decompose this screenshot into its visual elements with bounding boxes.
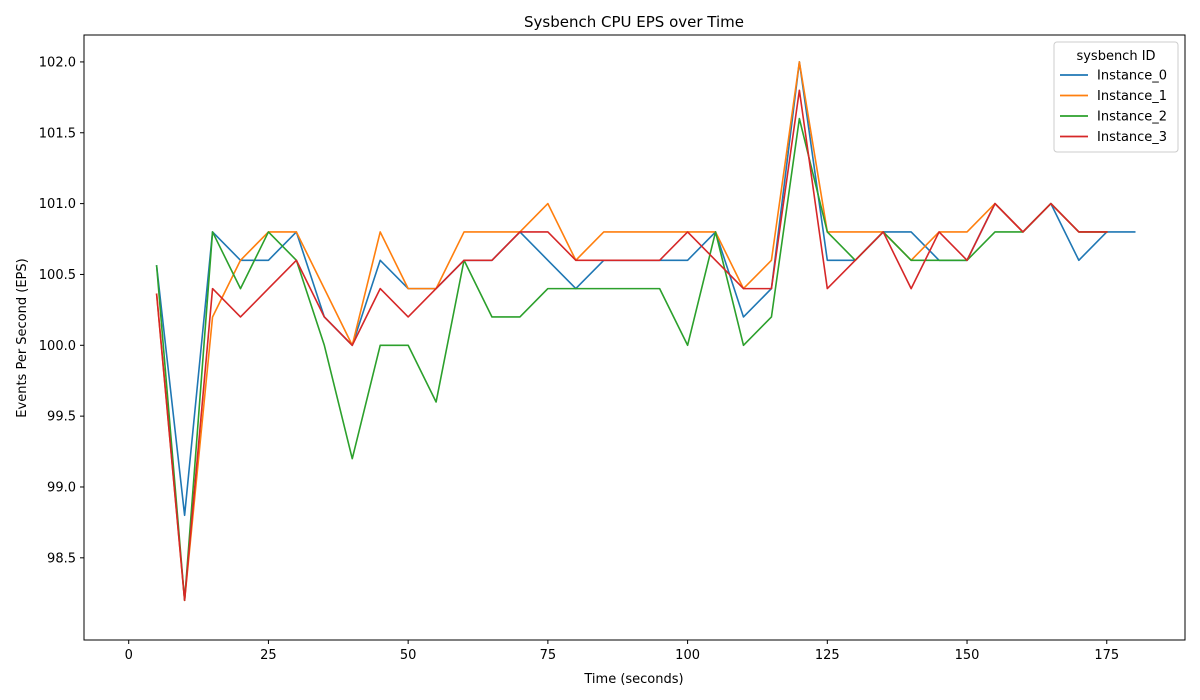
x-tick-label: 50 xyxy=(400,648,417,663)
y-tick-label: 98.5 xyxy=(47,551,76,566)
x-axis: 0 25 50 75 100 125 150 175 xyxy=(125,640,1119,663)
y-tick-label: 102.0 xyxy=(39,55,76,70)
y-tick-label: 101.5 xyxy=(39,126,76,141)
y-tick-label: 99.5 xyxy=(47,410,76,425)
x-tick-label: 0 xyxy=(125,648,133,663)
x-tick-label: 75 xyxy=(540,648,557,663)
plot-area xyxy=(155,61,1136,602)
legend-box xyxy=(1053,41,1179,153)
x-tick-label: 100 xyxy=(675,648,700,663)
axes-frame xyxy=(83,34,1186,641)
x-tick-label: 25 xyxy=(260,648,277,663)
legend-label: Instance_3 xyxy=(1097,130,1167,145)
x-tick-label: 150 xyxy=(955,648,980,663)
y-tick-label: 101.0 xyxy=(39,197,76,212)
legend: sysbench ID Instance_0 Instance_1 Instance_… xyxy=(1053,41,1179,153)
series-line-instance-2 xyxy=(155,117,1108,602)
legend-title: sysbench ID xyxy=(1076,49,1155,64)
chart-title: Sysbench CPU EPS over Time xyxy=(524,13,744,31)
legend-label: Instance_2 xyxy=(1097,110,1167,125)
x-tick-label: 125 xyxy=(815,648,840,663)
x-axis-label: Time (seconds) xyxy=(583,672,683,687)
y-axis: 98.5 99.0 99.5 100.0 100.5 101.0 101.5 102.0 xyxy=(39,55,84,566)
y-tick-label: 99.0 xyxy=(47,480,76,495)
legend-label: Instance_0 xyxy=(1097,69,1167,84)
y-tick-label: 100.0 xyxy=(39,339,76,354)
y-tick-label: 100.5 xyxy=(39,268,76,283)
y-axis-label: Events Per Second (EPS) xyxy=(15,258,30,417)
series-line-instance-1 xyxy=(155,61,1108,602)
x-tick-label: 175 xyxy=(1094,648,1119,663)
legend-label: Instance_1 xyxy=(1097,89,1167,104)
series-line-instance-3 xyxy=(155,89,1108,602)
